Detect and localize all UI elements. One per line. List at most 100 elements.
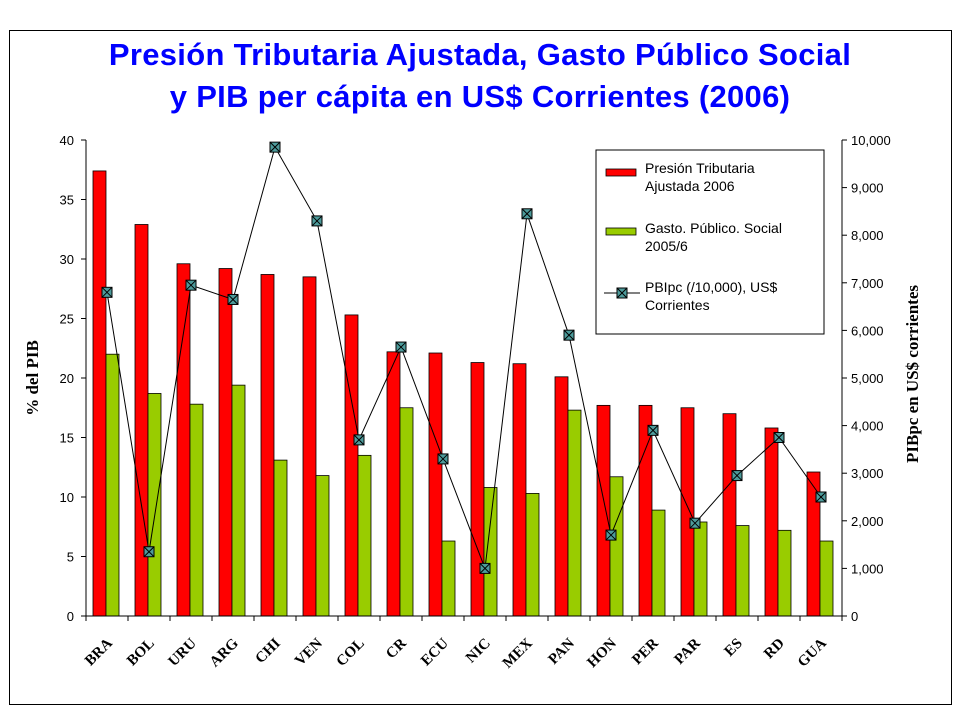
gdp-point <box>773 432 785 443</box>
gdp-marker-cross <box>815 491 827 503</box>
social-spending-bar <box>231 384 246 617</box>
social-spending-bar <box>651 509 666 617</box>
tax-bar <box>260 274 275 617</box>
left-tick-label: 0 <box>67 609 74 624</box>
gdp-marker-cross <box>521 208 533 220</box>
gdp-marker-cross <box>227 294 239 305</box>
gdp-marker-cross <box>647 425 659 436</box>
tax-bar <box>722 413 737 617</box>
category-label: RD <box>761 635 788 662</box>
category-label: GUA <box>795 635 830 670</box>
social-spending-bar <box>693 521 708 617</box>
social-spending-bar <box>525 493 540 617</box>
y2-axis-title: PIBpc en US$ corrientes <box>903 285 922 463</box>
legend-label-gdp: PBIpc (/10,000), US$ <box>645 279 778 295</box>
tax-bar <box>386 351 401 617</box>
legend-label-gdp: Corrientes <box>645 297 710 313</box>
social-spending-bar <box>609 476 624 617</box>
tax-bar <box>764 427 779 617</box>
category-label: CHI <box>252 635 283 666</box>
category-label: BOL <box>124 636 158 670</box>
gdp-marker-cross <box>269 141 281 153</box>
social-spending-bar <box>735 525 750 617</box>
category-label: PAN <box>546 635 578 667</box>
category-label: NIC <box>463 636 494 667</box>
gdp-point <box>437 453 449 465</box>
category-label: PAR <box>672 635 704 667</box>
category-label: URU <box>166 635 200 669</box>
category-label: BRA <box>82 635 116 669</box>
gdp-point <box>647 424 659 436</box>
gdp-point <box>731 470 743 482</box>
social-spending-bar <box>819 540 834 617</box>
legend-label-spend: 2005/6 <box>645 238 688 254</box>
social-spending-bars <box>105 353 834 617</box>
social-spending-bar <box>441 540 456 617</box>
chart-title-line-2: y PIB per cápita en US$ Corrientes (2006… <box>169 79 791 114</box>
social-spending-bar <box>273 459 288 617</box>
legend-box <box>595 149 825 335</box>
left-tick-label: 30 <box>60 252 74 267</box>
gdp-point <box>269 141 281 153</box>
tax-bar <box>344 314 359 617</box>
legend-marker-gdp <box>616 287 628 299</box>
gdp-point <box>143 546 155 558</box>
gdp-marker-cross <box>437 453 449 465</box>
social-spending-bar <box>315 475 330 617</box>
y-axis-title: % del PIB <box>23 340 42 416</box>
social-spending-bar <box>105 353 120 617</box>
gdp-marker-cross <box>731 470 743 481</box>
legend: Presión Tributaria Ajustada 2006 Gasto. Pú… <box>595 149 825 335</box>
legend-label-spend: Gasto. Público. Social <box>645 220 782 236</box>
legend-swatch-spend <box>605 227 637 236</box>
social-spending-bar <box>567 409 582 617</box>
right-tick-label: 4,000 <box>851 419 884 434</box>
category-label: HON <box>584 635 620 671</box>
gdp-marker-cross <box>353 434 365 446</box>
left-tick-label: 25 <box>60 312 74 327</box>
right-tick-label: 6,000 <box>851 323 884 338</box>
right-tick-label: 1,000 <box>851 561 884 576</box>
category-label: COL <box>334 636 368 670</box>
gdp-point <box>185 279 197 291</box>
gdp-point <box>479 562 491 574</box>
tax-bar <box>596 404 611 617</box>
left-tick-label: 5 <box>67 550 74 565</box>
right-tick-label: 9,000 <box>851 181 884 196</box>
left-tick-label: 20 <box>60 371 74 386</box>
category-label: MEX <box>500 635 536 671</box>
right-tick-label: 10,000 <box>851 133 891 148</box>
gdp-marker-cross <box>689 517 701 529</box>
gdp-point <box>311 215 323 227</box>
left-tick-label: 15 <box>60 431 74 446</box>
gdp-marker-cross <box>311 215 323 227</box>
category-label: ECU <box>418 635 452 669</box>
gdp-per-capita-line <box>101 141 827 574</box>
social-spending-bar <box>357 454 372 617</box>
legend-label-tax: Presión Tributaria <box>645 160 755 176</box>
tax-bar <box>470 362 485 617</box>
left-tick-label: 35 <box>60 193 74 208</box>
gdp-marker-cross <box>101 286 113 298</box>
gdp-point <box>395 341 407 353</box>
legend-label-tax: Ajustada 2006 <box>645 178 735 194</box>
gdp-marker-cross <box>395 341 407 353</box>
social-spending-bar <box>483 487 498 617</box>
gdp-point <box>227 293 239 305</box>
chart-title-line-1: Presión Tributaria Ajustada, Gasto Públi… <box>108 37 852 72</box>
gdp-point <box>605 529 617 541</box>
right-tick-label: 5,000 <box>851 371 884 386</box>
gdp-point <box>101 286 113 298</box>
tax-bar <box>92 170 107 617</box>
tax-bar <box>134 224 149 617</box>
tax-bar <box>680 407 695 617</box>
right-tick-label: 2,000 <box>851 514 884 529</box>
tax-bar <box>428 352 443 617</box>
gdp-marker-cross <box>143 546 155 558</box>
right-tick-label: 3,000 <box>851 466 884 481</box>
gdp-point <box>353 434 365 446</box>
gdp-marker-cross <box>185 279 197 291</box>
right-tick-label: 8,000 <box>851 228 884 243</box>
left-tick-label: 40 <box>60 133 74 148</box>
gdp-marker-cross <box>479 563 491 574</box>
